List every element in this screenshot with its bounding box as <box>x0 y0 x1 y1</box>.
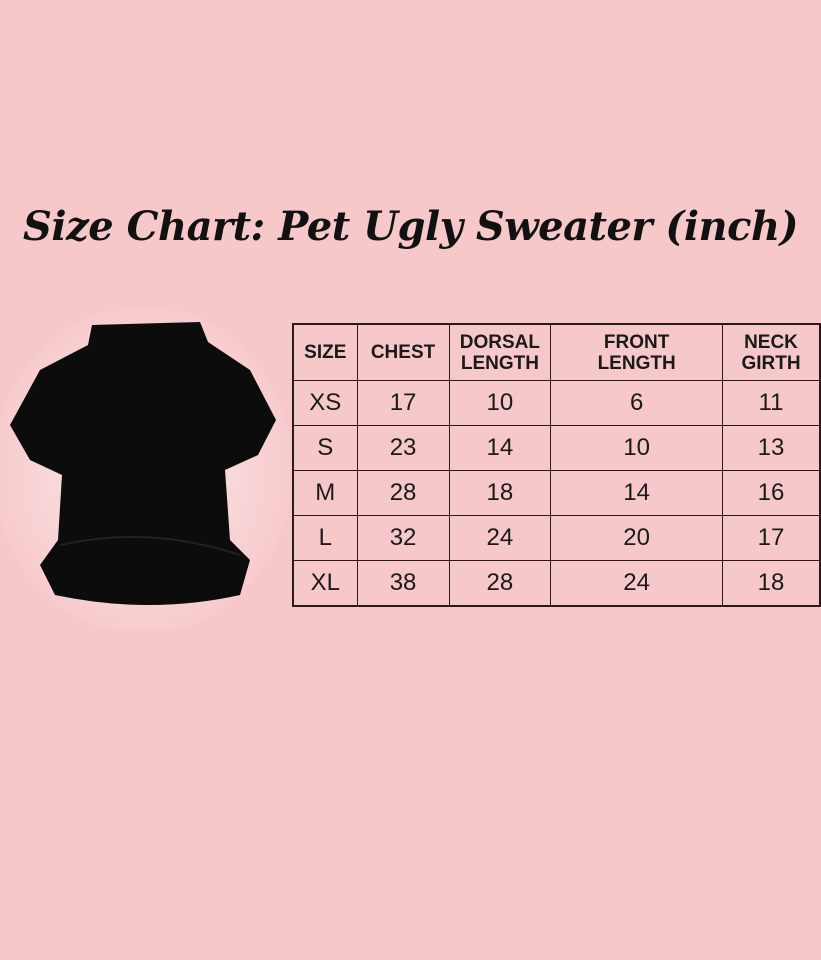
table-cell: XL <box>292 560 358 607</box>
table-cell: 6 <box>550 380 723 426</box>
table-cell: 28 <box>356 470 450 516</box>
table-cell: 13 <box>721 425 821 471</box>
table-row: S 23 14 10 13 <box>292 425 821 471</box>
table-row: XS 17 10 6 11 <box>292 380 821 426</box>
table-cell: 14 <box>448 425 552 471</box>
header-dorsal-length: DORSAL LENGTH <box>448 323 552 381</box>
table-cell: M <box>292 470 358 516</box>
table-cell: S <box>292 425 358 471</box>
table-cell: 10 <box>550 425 723 471</box>
table-cell: 28 <box>448 560 552 607</box>
header-front-length: FRONT LENGTH <box>550 323 723 381</box>
table-cell: 10 <box>448 380 552 426</box>
table-row: L 32 24 20 17 <box>292 515 821 561</box>
table-cell: 14 <box>550 470 723 516</box>
header-size: SIZE <box>292 323 358 381</box>
table-cell: 17 <box>356 380 450 426</box>
table-cell: 32 <box>356 515 450 561</box>
size-chart-table: SIZE CHEST DORSAL LENGTH FRONT LENGTH NE… <box>292 323 821 607</box>
table-header-row: SIZE CHEST DORSAL LENGTH FRONT LENGTH NE… <box>292 323 821 381</box>
table-cell: 20 <box>550 515 723 561</box>
table-cell: 18 <box>721 560 821 607</box>
table-cell: L <box>292 515 358 561</box>
table-cell: 38 <box>356 560 450 607</box>
table-cell: 11 <box>721 380 821 426</box>
table-cell: 16 <box>721 470 821 516</box>
header-neck-girth: NECK GIRTH <box>721 323 821 381</box>
pet-sweater-image <box>0 310 290 630</box>
table-cell: 17 <box>721 515 821 561</box>
table-cell: 24 <box>448 515 552 561</box>
table-cell: 24 <box>550 560 723 607</box>
page-title: Size Chart: Pet Ugly Sweater (inch) <box>23 203 799 250</box>
table-cell: XS <box>292 380 358 426</box>
table-row: M 28 18 14 16 <box>292 470 821 516</box>
header-chest: CHEST <box>356 323 450 381</box>
table-cell: 23 <box>356 425 450 471</box>
table-cell: 18 <box>448 470 552 516</box>
table-row: XL 38 28 24 18 <box>292 560 821 607</box>
